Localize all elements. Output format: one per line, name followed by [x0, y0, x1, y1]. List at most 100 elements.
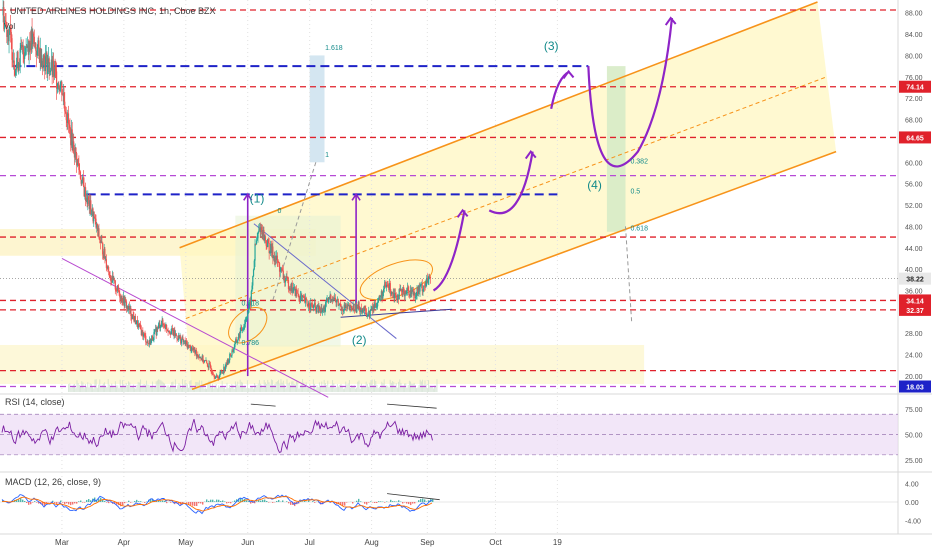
macd-histogram-bar [246, 500, 247, 502]
volume-bar [109, 385, 110, 392]
volume-bar [338, 386, 339, 392]
volume-bar [405, 383, 406, 392]
volume-bar [131, 388, 132, 392]
volume-bar [246, 388, 247, 392]
macd-histogram-bar [376, 502, 377, 503]
macd-histogram-bar [364, 502, 365, 504]
volume-bar [367, 384, 368, 392]
macd-histogram-bar [68, 502, 69, 504]
macd-histogram-bar [200, 502, 201, 503]
volume-bar [242, 383, 243, 392]
macd-histogram-bar [384, 502, 385, 503]
volume-bar [126, 383, 127, 392]
volume-bar [111, 384, 112, 392]
volume-bar [180, 385, 181, 392]
volume-bar [132, 387, 133, 392]
volume-bar [255, 385, 256, 392]
volume-bar [361, 384, 362, 392]
volume-bar [329, 387, 330, 392]
volume-bar [239, 386, 240, 392]
volume-bar [263, 388, 264, 392]
volume-bar [408, 385, 409, 392]
macd-histogram-bar [398, 500, 399, 502]
macd-histogram-bar [78, 501, 79, 502]
volume-bar [86, 387, 87, 392]
volume-bar [73, 385, 74, 392]
volume-bar [84, 388, 85, 392]
volume-bar [125, 387, 126, 392]
volume-bar [380, 388, 381, 392]
macd-histogram-bar [426, 501, 427, 502]
macd-histogram-bar [378, 501, 379, 502]
macd-histogram-bar [290, 502, 291, 505]
candle-body [254, 244, 255, 261]
volume-bar [333, 383, 334, 392]
candle-body [60, 85, 61, 91]
macd-histogram-bar [370, 501, 371, 502]
candle-body [411, 292, 412, 294]
volume-bar [267, 380, 268, 392]
volume-bar [303, 382, 304, 392]
macd-histogram-bar [18, 500, 19, 502]
candle-body [350, 305, 351, 306]
volume-bar [114, 387, 115, 392]
channel-midline [186, 77, 827, 319]
volume-bar [75, 388, 76, 392]
y-tick-label: 52.00 [905, 203, 923, 210]
volume-bar [83, 382, 84, 392]
macd-histogram-bar [304, 501, 305, 502]
volume-bar [279, 384, 280, 392]
volume-bar [372, 380, 373, 392]
macd-histogram-bar [392, 501, 393, 502]
volume-bar [91, 384, 92, 392]
macd-histogram-bar [366, 502, 367, 505]
volume-bar [325, 383, 326, 392]
volume-bar [355, 389, 356, 392]
volume-bar [365, 387, 366, 392]
candle-body [256, 240, 257, 244]
macd-histogram-bar [196, 502, 197, 506]
candle-body [370, 311, 371, 316]
macd-histogram-bar [192, 502, 193, 506]
y-tick-label: 56.00 [905, 182, 923, 189]
volume-bar [223, 388, 224, 392]
volume-bar [227, 383, 228, 392]
volume-bar [108, 379, 109, 392]
volume-bar [121, 387, 122, 392]
candle-body [176, 336, 177, 339]
macd-histogram-bar [66, 502, 67, 503]
volume-bar [301, 384, 302, 392]
macd-histogram-bar [420, 499, 421, 502]
y-tick-label: 72.00 [905, 96, 923, 103]
volume-bar [404, 383, 405, 392]
macd-histogram-bar [214, 501, 215, 502]
candle-body [306, 300, 307, 304]
volume-bar [163, 383, 164, 392]
volume-bar [133, 384, 134, 392]
macd-histogram-bar [418, 500, 419, 502]
macd-histogram-bar [36, 502, 37, 503]
volume-bar [278, 380, 279, 392]
candle-body [166, 325, 167, 329]
volume-bar [260, 384, 261, 392]
macd-histogram-bar [162, 501, 163, 502]
volume-bar [437, 379, 438, 392]
macd-histogram-bar [170, 502, 171, 503]
volume-bar [213, 388, 214, 392]
macd-histogram-bar [282, 500, 283, 502]
macd-histogram-bar [144, 502, 145, 503]
volume-bar [150, 386, 151, 392]
rsi-pane [0, 404, 898, 455]
volume-bar [218, 385, 219, 392]
candle-body [251, 291, 252, 305]
candle-body [252, 276, 253, 285]
volume-bar [341, 384, 342, 392]
volume-bar [432, 387, 433, 392]
volume-bar [399, 379, 400, 392]
macd-histogram-bar [230, 502, 231, 503]
macd-histogram-bar [130, 502, 131, 503]
macd-histogram-bar [358, 499, 359, 502]
volume-bar [74, 384, 75, 392]
candle-body [108, 267, 109, 272]
